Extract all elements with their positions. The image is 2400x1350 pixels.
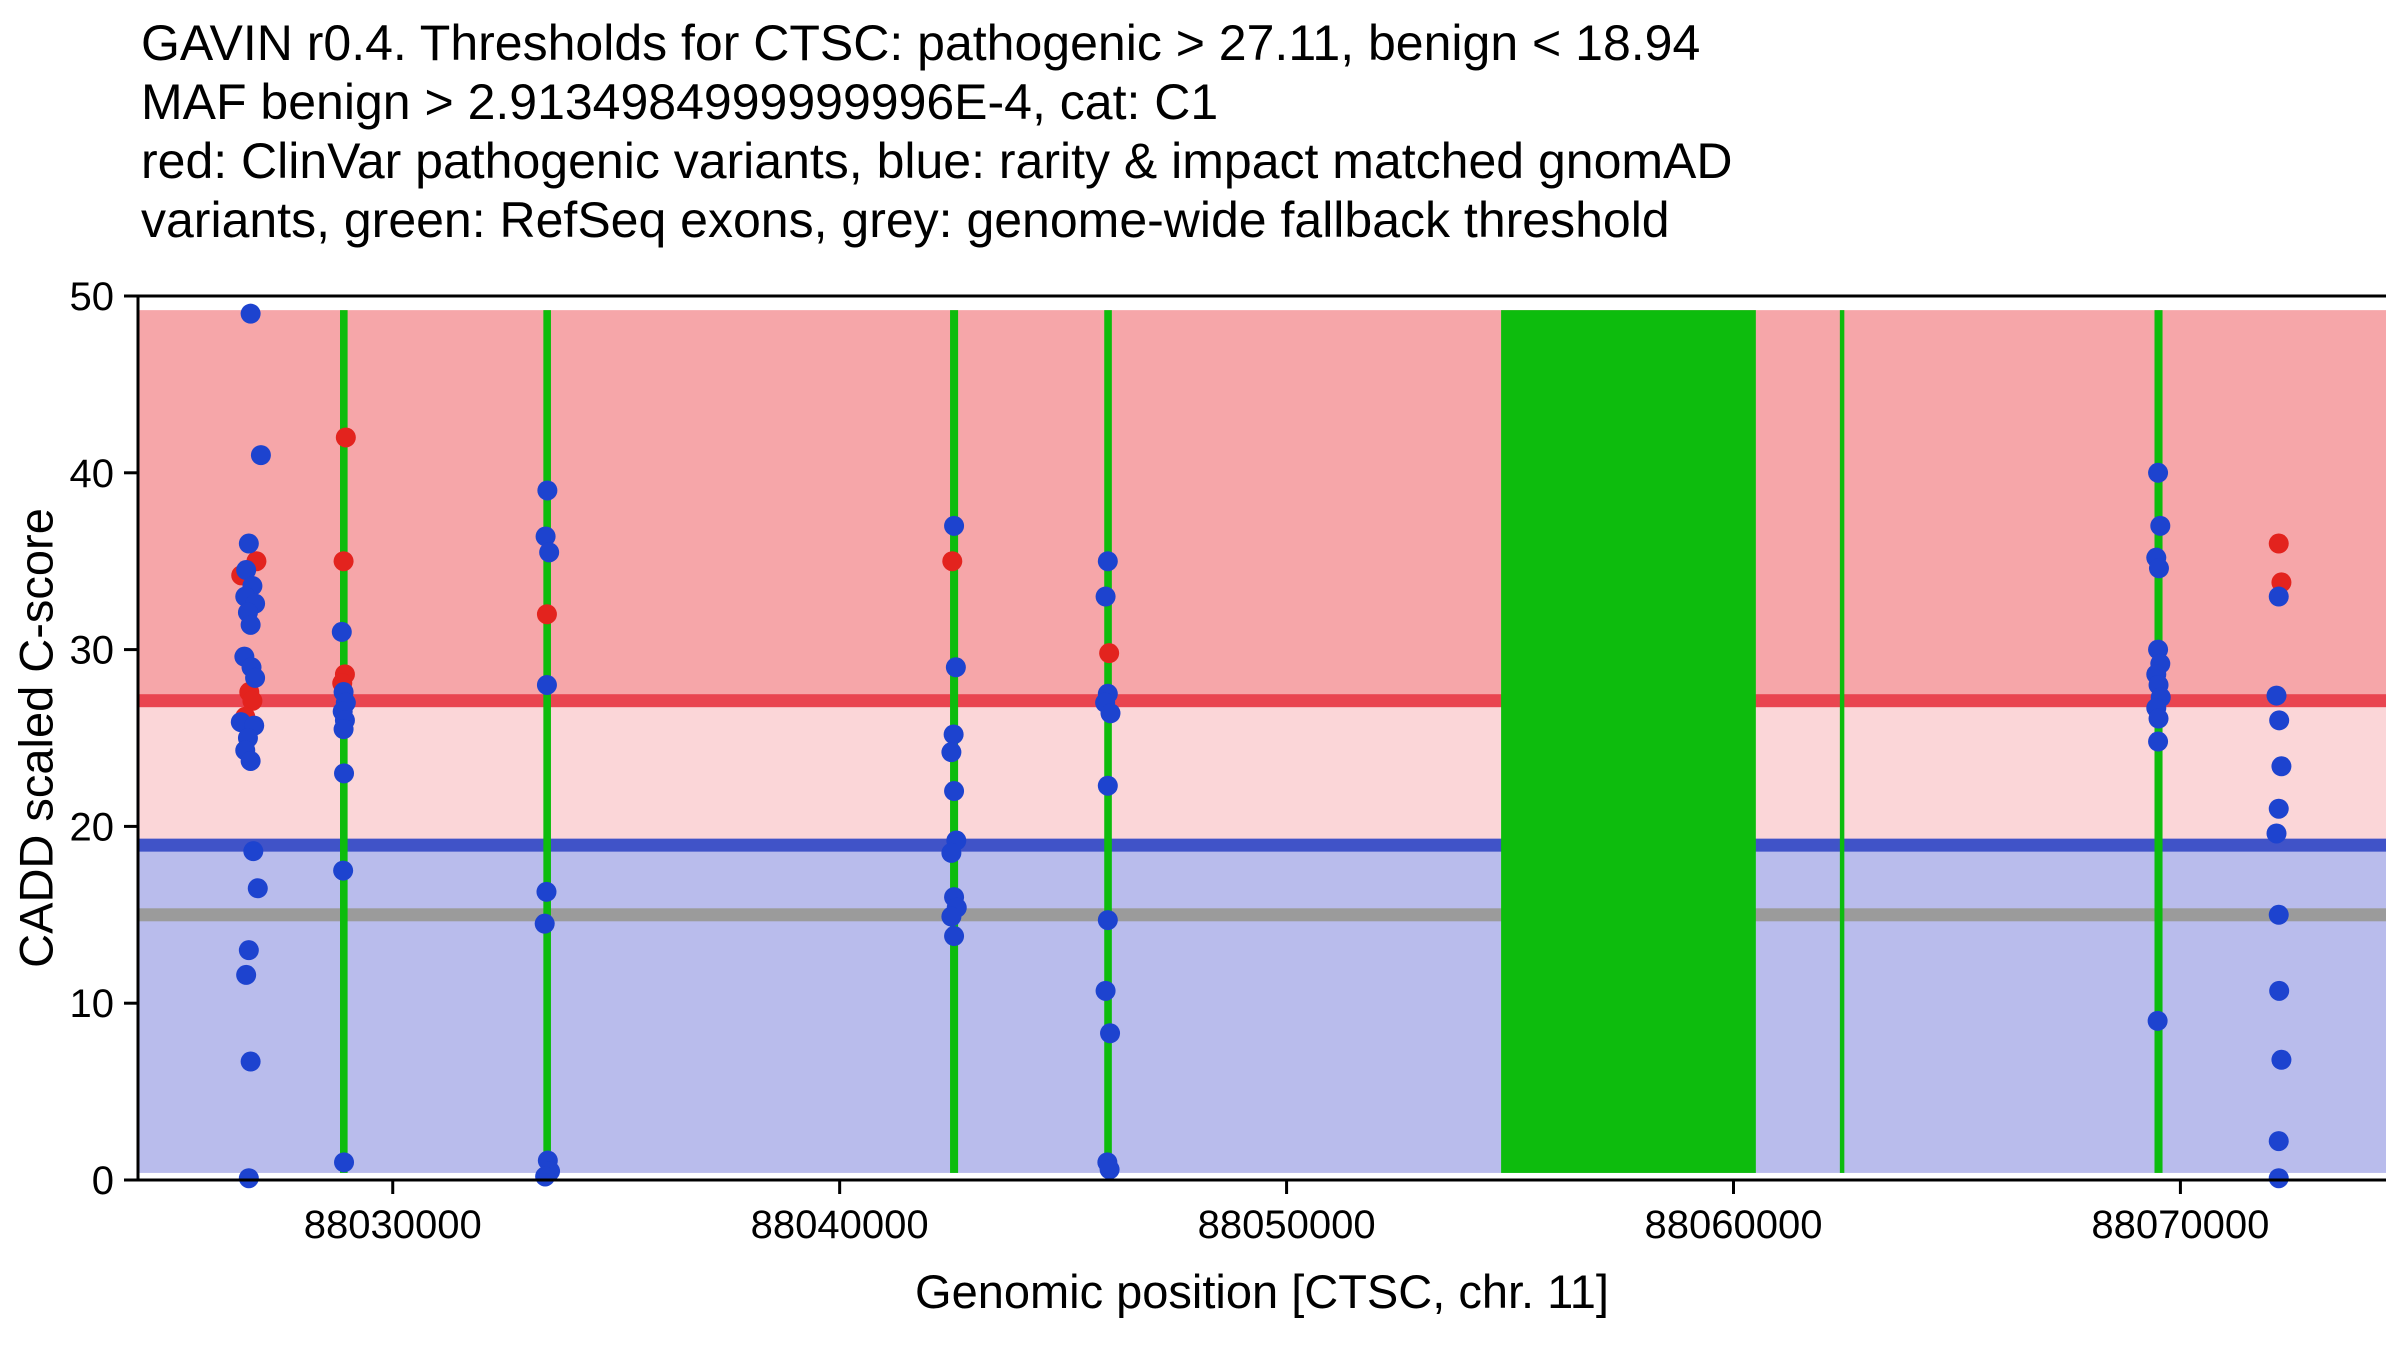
variant-point (2271, 756, 2292, 777)
variant-point (2266, 685, 2287, 706)
variant-point (944, 781, 965, 802)
variant-point (333, 860, 354, 881)
y-tick-label: 40 (70, 452, 115, 496)
variant-point (2269, 980, 2290, 1001)
y-tick-label: 30 (70, 629, 115, 673)
variant-point (537, 480, 558, 501)
plot-title: GAVIN r0.4. Thresholds for CTSC: pathoge… (141, 14, 1732, 250)
variant-point (2148, 462, 2169, 483)
x-tick-label: 88040000 (751, 1203, 929, 1247)
variant-point (334, 763, 355, 784)
y-tick-label: 0 (92, 1159, 114, 1203)
variant-point (1095, 586, 1116, 607)
variant-point (534, 913, 555, 934)
band-benign-region (138, 845, 2386, 1173)
variant-point (238, 1168, 259, 1189)
refseq-exon-1 (340, 310, 348, 1173)
variant-point (942, 551, 963, 572)
variant-point (1097, 910, 1118, 931)
genome-wide-fallback-threshold-line (138, 908, 2386, 922)
title-line-2: MAF benign > 2.9134984999999996E-4, cat:… (141, 74, 1219, 130)
pathogenic-threshold-line (138, 694, 2386, 708)
variant-point (238, 940, 259, 961)
band-pathogenic-region (138, 310, 2386, 701)
variant-point (2268, 533, 2289, 554)
refseq-exon-4 (1104, 310, 1112, 1173)
title-line-1: GAVIN r0.4. Thresholds for CTSC: pathoge… (141, 15, 1701, 71)
variant-point (941, 906, 962, 927)
variant-point (236, 560, 257, 581)
variant-point (333, 551, 354, 572)
variant-point (2148, 731, 2169, 752)
variant-point (240, 1051, 261, 1072)
variant-point (943, 724, 964, 745)
y-tick-label: 50 (70, 275, 115, 319)
variant-point (2268, 586, 2289, 607)
variant-point (240, 303, 261, 324)
variant-point (1097, 775, 1118, 796)
variant-point (535, 1166, 556, 1187)
variant-point (2150, 515, 2171, 536)
variant-point (941, 742, 962, 763)
variant-point (331, 621, 352, 642)
title-line-4: variants, green: RefSeq exons, grey: gen… (141, 192, 1670, 248)
variant-point (2268, 1131, 2289, 1152)
variant-point (247, 878, 268, 899)
variant-point (240, 750, 261, 771)
variant-point (238, 533, 259, 554)
variant-point (2266, 823, 2287, 844)
x-tick-label: 88060000 (1645, 1203, 1823, 1247)
variant-point (2268, 798, 2289, 819)
variant-point (2268, 1168, 2289, 1189)
variant-point (236, 964, 257, 985)
variant-point (944, 515, 965, 536)
variant-point (2269, 710, 2290, 731)
refseq-exon-2 (543, 310, 551, 1173)
variant-point (535, 526, 556, 547)
variant-point (1097, 551, 1118, 572)
variant-point (1100, 1023, 1121, 1044)
variant-point (944, 926, 965, 947)
variant-point (536, 881, 557, 902)
variant-point (536, 604, 557, 625)
variant-point (539, 542, 560, 563)
variant-point (245, 667, 266, 688)
x-tick-label: 88050000 (1198, 1203, 1376, 1247)
variant-point (250, 445, 271, 466)
y-axis-title: CADD scaled C-score (9, 508, 63, 968)
variant-point (2268, 904, 2289, 925)
band-intermediate-region (138, 700, 2386, 846)
variant-point (240, 614, 261, 635)
variant-point (941, 842, 962, 863)
title-line-3: red: ClinVar pathogenic variants, blue: … (141, 133, 1733, 189)
variant-point (1100, 703, 1121, 724)
variant-point (536, 674, 557, 695)
variant-point (333, 719, 354, 740)
refseq-exon-6 (1839, 310, 1845, 1173)
variant-point (2271, 1049, 2292, 1070)
variant-point (2148, 708, 2169, 729)
x-axis-title: Genomic position [CTSC, chr. 11] (915, 1265, 1609, 1318)
variant-point (945, 657, 966, 678)
refseq-exon-5 (1501, 310, 1756, 1173)
variant-point (2147, 1010, 2168, 1031)
x-tick-label: 88070000 (2091, 1203, 2269, 1247)
variant-point (1099, 1159, 1120, 1180)
variant-point (1095, 980, 1116, 1001)
variant-point (242, 690, 263, 711)
y-tick-label: 20 (70, 805, 115, 849)
variant-point (334, 1152, 355, 1173)
variant-point (2148, 558, 2169, 579)
y-tick-label: 10 (70, 982, 115, 1026)
x-tick-label: 88030000 (304, 1203, 482, 1247)
benign-threshold-line (138, 838, 2386, 852)
variant-point (335, 427, 356, 448)
variant-point (243, 841, 264, 862)
variant-point (1099, 643, 1120, 664)
